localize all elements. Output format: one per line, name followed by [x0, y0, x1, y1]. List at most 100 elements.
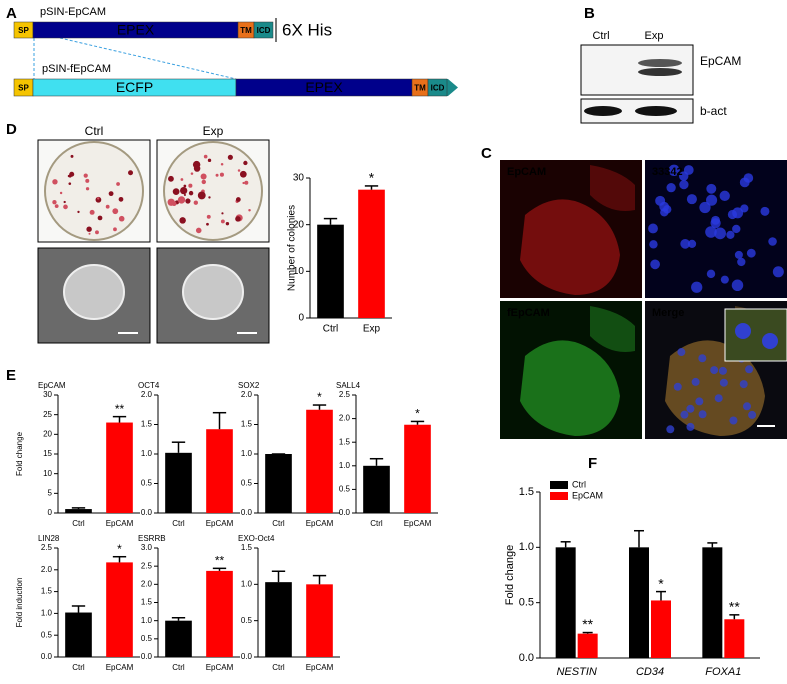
nucleus	[745, 365, 754, 374]
x-tick-label: Ctrl	[172, 663, 185, 672]
dashed-line	[59, 37, 237, 80]
nucleus	[720, 275, 729, 284]
bar	[651, 600, 671, 658]
colony-dot	[77, 210, 80, 214]
y-tick-label: 1.0	[241, 449, 253, 458]
y-axis-label: Number of colonies	[287, 205, 298, 291]
construct-name: pSIN-EpCAM	[40, 6, 106, 18]
colony-dot	[203, 154, 208, 159]
nucleus	[695, 397, 704, 406]
bar	[65, 612, 92, 657]
bar	[265, 582, 292, 657]
colony-dot	[188, 190, 194, 196]
colony-dot	[219, 172, 224, 177]
nucleus	[691, 281, 703, 293]
band-label: b-act	[700, 104, 727, 118]
nucleus	[726, 230, 735, 239]
nucleus	[735, 323, 751, 339]
y-tick-label: 0	[298, 313, 304, 324]
y-tick-label: 10	[43, 469, 52, 478]
y-tick-label: 1.0	[141, 449, 153, 458]
y-tick-label: 0.5	[41, 630, 53, 639]
bar	[404, 424, 431, 513]
x-tick-label: EpCAM	[206, 663, 234, 672]
nucleus	[710, 218, 721, 229]
y-tick-label: 25	[43, 410, 52, 419]
band-label: EpCAM	[700, 54, 741, 68]
panel-label: B	[584, 5, 595, 22]
nucleus	[662, 205, 672, 214]
nucleus	[686, 404, 695, 413]
nucleus	[679, 179, 689, 190]
colony-dot	[193, 200, 198, 205]
segment-label: SP	[18, 26, 29, 35]
legend-label: Ctrl	[572, 479, 586, 489]
x-tick-label: EpCAM	[206, 519, 234, 528]
colony-dot	[183, 193, 186, 196]
y-tick-label: 5	[48, 488, 53, 497]
y-tick-label: 2.0	[339, 414, 351, 423]
nucleus	[734, 250, 743, 259]
nucleus	[772, 266, 784, 278]
panel-label: D	[6, 121, 17, 138]
bar	[165, 620, 192, 657]
colony-dot	[70, 154, 74, 158]
bar	[106, 562, 133, 657]
colony-dot	[52, 179, 58, 185]
cell-cluster	[520, 199, 620, 295]
y-tick-label: 3.0	[141, 543, 153, 552]
bar	[165, 452, 192, 513]
his-tag: 6X His	[282, 20, 332, 39]
legend-label: EpCAM	[572, 490, 603, 500]
colony-dot	[52, 200, 57, 205]
colony-dot	[179, 217, 186, 224]
nucleus	[666, 425, 675, 434]
x-tick-label: EpCAM	[106, 663, 134, 672]
bar	[555, 547, 576, 658]
bar	[206, 429, 233, 513]
colony	[63, 264, 125, 320]
nucleus	[762, 333, 778, 349]
chart-title: ESRRB	[138, 534, 166, 543]
y-tick-label: 1.5	[41, 587, 53, 596]
colony-dot	[248, 208, 251, 212]
colony-dot	[235, 216, 241, 222]
x-tick-label: Ctrl	[370, 519, 383, 528]
nucleus	[714, 227, 726, 240]
nucleus	[687, 239, 697, 248]
blot-band	[638, 68, 682, 76]
colony-dot	[237, 169, 241, 172]
dish	[44, 141, 144, 241]
y-tick-label: 10	[293, 266, 305, 277]
segment-label: TM	[240, 26, 252, 35]
nucleus	[677, 348, 686, 357]
lane-label: Exp	[645, 30, 664, 42]
colony-dot	[195, 227, 202, 234]
colony-dot	[85, 187, 90, 191]
bar	[317, 224, 344, 318]
colony-dot	[180, 186, 188, 195]
colony-dot	[190, 172, 194, 175]
blot-band	[584, 106, 622, 116]
x-tick-label: EpCAM	[404, 519, 432, 528]
colony-dot	[183, 184, 187, 188]
x-tick-label: CD34	[636, 666, 664, 678]
colony-dot	[68, 182, 72, 185]
colony-dot	[118, 196, 124, 202]
colony-dot	[95, 230, 99, 235]
panel-label: F	[588, 455, 597, 472]
micrograph	[645, 160, 787, 298]
channel-label: EpCAM	[507, 166, 546, 178]
colony-dot	[180, 178, 184, 181]
nucleus	[718, 366, 727, 375]
construct-name: pSIN-fEpCAM	[42, 63, 111, 75]
x-tick-label: Ctrl	[172, 519, 185, 528]
segment-label: ECFP	[116, 79, 153, 95]
bar	[265, 454, 292, 513]
colony-dot	[116, 182, 120, 186]
nucleus	[699, 201, 711, 214]
nucleus	[732, 207, 744, 219]
x-tick-label: Ctrl	[72, 519, 85, 528]
nucleus	[743, 402, 752, 411]
x-tick-label: FOXA1	[705, 666, 741, 678]
